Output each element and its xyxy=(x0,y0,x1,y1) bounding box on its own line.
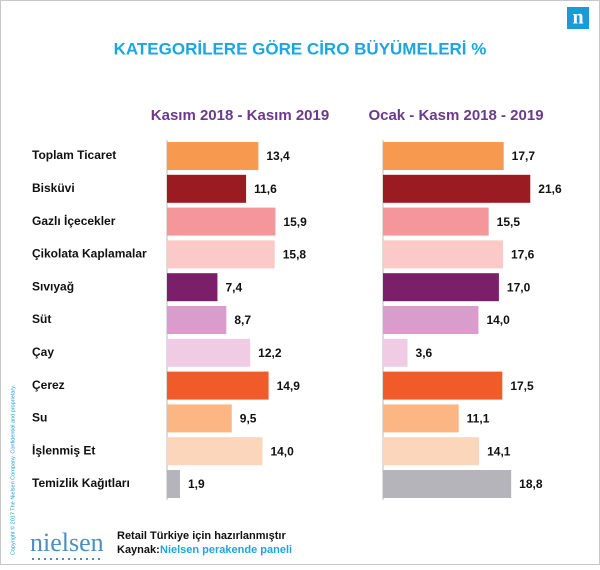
bar xyxy=(167,240,275,269)
chart-title: KATEGORİLERE GÖRE CİRO BÜYÜMELERİ % xyxy=(114,39,487,58)
bar xyxy=(167,371,269,400)
bar xyxy=(383,404,459,433)
bar xyxy=(383,470,512,498)
category-label: Süt xyxy=(32,312,51,326)
bar xyxy=(167,306,227,334)
value-label: 15,9 xyxy=(283,215,307,229)
bar xyxy=(383,371,503,400)
brand: nielsen xyxy=(30,528,104,557)
value-label: 11,1 xyxy=(467,412,490,426)
bar xyxy=(167,437,263,466)
bar xyxy=(167,174,247,203)
value-label: 3,6 xyxy=(416,346,433,360)
value-label: 17,0 xyxy=(507,280,531,294)
bar xyxy=(383,207,489,236)
footer-note: Retail Türkiye için hazırlanmıştır xyxy=(117,530,286,542)
value-label: 9,5 xyxy=(240,412,257,426)
value-label: 13,4 xyxy=(266,149,290,163)
value-label: 12,2 xyxy=(258,346,282,360)
value-label: 15,8 xyxy=(283,248,307,262)
bar xyxy=(383,273,499,302)
bar xyxy=(383,174,531,203)
panel-title: Ocak - Kasm 2018 - 2019 xyxy=(368,107,543,124)
category-label: Çay xyxy=(32,345,54,359)
category-label: Gazlı İçecekler xyxy=(32,213,116,228)
value-label: 17,6 xyxy=(511,248,535,262)
value-label: 8,7 xyxy=(234,313,251,327)
bar xyxy=(167,142,259,170)
value-label: 14,0 xyxy=(270,444,294,458)
value-label: 15,5 xyxy=(497,215,521,229)
category-label: Temizlik Kağıtları xyxy=(32,476,130,490)
panel-title: Kasım 2018 - Kasım 2019 xyxy=(151,107,329,124)
value-label: 7,4 xyxy=(225,280,242,294)
source-label: Kaynak: xyxy=(117,544,160,556)
bar xyxy=(383,240,503,269)
value-label: 14,9 xyxy=(277,379,301,393)
value-label: 14,1 xyxy=(487,444,511,458)
source: Nielsen perakende paneli xyxy=(160,544,292,556)
bar xyxy=(383,142,504,170)
bar xyxy=(167,470,180,498)
value-label: 18,8 xyxy=(519,477,543,491)
logo-box xyxy=(567,7,589,29)
bar xyxy=(167,404,232,433)
category-label: Su xyxy=(32,411,47,425)
logo: n xyxy=(572,7,583,29)
category-label: Toplam Ticaret xyxy=(32,148,116,162)
category-label: Bisküvi xyxy=(32,181,75,195)
copyright: Copyright © 2017 The Nielsen Company. Co… xyxy=(9,384,16,555)
value-label: 1,9 xyxy=(188,477,205,491)
bar xyxy=(167,273,218,302)
bar xyxy=(167,338,251,367)
category-label: Sıvıyağ xyxy=(32,279,74,293)
bar xyxy=(167,207,276,236)
category-label: İşlenmiş Et xyxy=(32,442,95,457)
bar xyxy=(383,338,408,367)
value-label: 11,6 xyxy=(254,182,277,196)
bar xyxy=(383,437,480,466)
value-label: 17,7 xyxy=(512,149,536,163)
category-label: Çerez xyxy=(32,378,65,392)
value-label: 17,5 xyxy=(510,379,534,393)
bar xyxy=(383,306,479,334)
value-label: 21,6 xyxy=(538,182,562,196)
value-label: 14,0 xyxy=(486,313,510,327)
category-label: Çikolata Kaplamalar xyxy=(32,247,147,261)
